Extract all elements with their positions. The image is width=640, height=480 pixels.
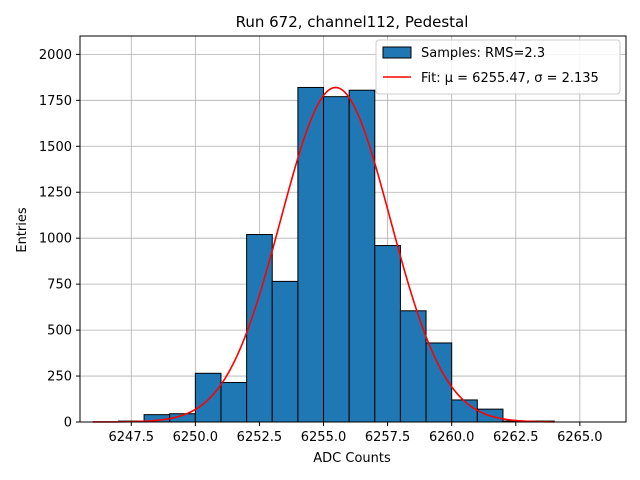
legend-label-samples: Samples: RMS=2.3 bbox=[421, 46, 545, 61]
y-tick-label: 0 bbox=[64, 416, 72, 431]
y-tick-label: 1250 bbox=[39, 186, 72, 201]
legend-box bbox=[375, 39, 621, 95]
histogram-bar bbox=[323, 96, 350, 423]
x-tick-label: 6247.5 bbox=[109, 430, 155, 445]
x-tick-label: 6250.0 bbox=[173, 430, 219, 445]
plot-frame bbox=[79, 35, 627, 423]
legend: Samples: RMS=2.3 Fit: μ = 6255.47, σ = 2… bbox=[375, 39, 621, 95]
x-axis-ticks: 6247.5 6250.0 6252.5 6255.0 6257.5 6260.0 6262… bbox=[109, 422, 603, 445]
histogram-bars bbox=[117, 86, 555, 423]
histogram-bar bbox=[348, 89, 376, 423]
x-tick-label: 6255.0 bbox=[301, 430, 347, 445]
y-tick-label: 1500 bbox=[39, 140, 72, 155]
legend-label-fit: Fit: μ = 6255.47, σ = 2.135 bbox=[421, 71, 599, 86]
y-tick-label: 500 bbox=[47, 324, 72, 339]
legend-swatch-samples bbox=[382, 46, 412, 59]
y-axis-ticks: 0 250 500 750 1000 1250 1500 1750 2000 bbox=[39, 48, 80, 431]
histogram-bar bbox=[194, 372, 222, 423]
histogram-bar bbox=[374, 245, 401, 423]
y-tick-label: 750 bbox=[47, 278, 72, 293]
x-tick-label: 6260.0 bbox=[429, 430, 475, 445]
y-tick-label: 250 bbox=[47, 370, 72, 385]
histogram-bar bbox=[271, 280, 299, 423]
y-tick-label: 1750 bbox=[39, 94, 72, 109]
x-tick-label: 6265.0 bbox=[557, 430, 603, 445]
fit-curve bbox=[92, 86, 555, 423]
x-tick-label: 6262.5 bbox=[493, 430, 539, 445]
histogram-bar bbox=[220, 381, 248, 423]
y-tick-label: 2000 bbox=[39, 48, 72, 63]
x-axis-label: ADC Counts bbox=[313, 451, 391, 466]
x-tick-label: 6252.5 bbox=[237, 430, 283, 445]
histogram-bar bbox=[451, 399, 478, 423]
y-tick-label: 1000 bbox=[39, 232, 72, 247]
y-axis-label: Entries bbox=[15, 207, 30, 253]
chart-title: Run 672, channel112, Pedestal bbox=[236, 13, 469, 31]
x-tick-label: 6257.5 bbox=[365, 430, 411, 445]
histogram-bar bbox=[297, 86, 325, 423]
